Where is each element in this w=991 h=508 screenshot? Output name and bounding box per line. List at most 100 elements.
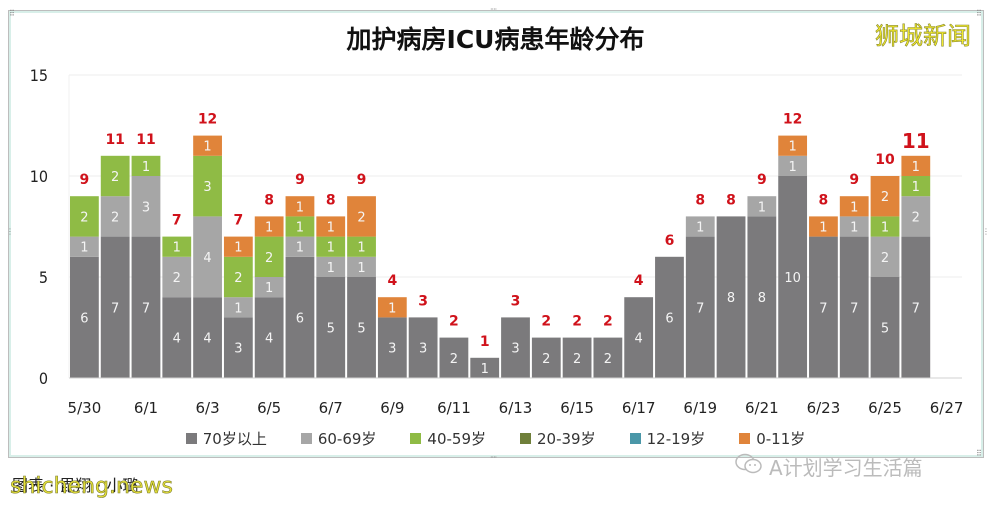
segment-value-label: 7 — [111, 301, 119, 316]
bar-segment — [193, 297, 222, 378]
segment-value-label: 7 — [850, 301, 858, 316]
total-value-label: 8 — [326, 192, 336, 208]
bar-segment — [223, 297, 253, 318]
bar-segment — [716, 216, 746, 378]
legend-label: 0-11岁 — [756, 430, 806, 448]
total-value-label: 8 — [726, 192, 736, 208]
segment-value-label: 1 — [357, 241, 365, 256]
total-value-label: 9 — [80, 172, 90, 188]
wechat-account-name: A计划学习生活篇 — [769, 456, 923, 480]
resize-handle-left[interactable]: ⋮ — [6, 227, 14, 236]
resize-handle-top[interactable]: ···· — [490, 5, 497, 14]
segment-value-label: 1 — [234, 241, 242, 256]
resize-handle-bottom[interactable]: ···· — [490, 453, 497, 462]
total-value-label: 7 — [172, 213, 182, 229]
chart-credit: 图表 · 毘翔 · 小璐 — [12, 476, 139, 495]
bar-segment — [100, 236, 130, 378]
x-tick-label: 6/19 — [683, 399, 717, 417]
segment-value-label: 1 — [819, 221, 827, 236]
bar-segment — [100, 155, 130, 197]
segment-value-label: 3 — [388, 342, 396, 357]
bar-segment — [254, 236, 284, 277]
segment-value-label: 7 — [819, 301, 827, 316]
bar-segment — [193, 216, 222, 298]
legend-item: 40-59岁 — [410, 428, 486, 449]
wechat-attribution: A计划学习生活篇 — [735, 452, 923, 481]
total-value-label: 12 — [783, 112, 802, 128]
bar-segment — [870, 216, 900, 237]
resize-handle-right[interactable]: ⋮ — [982, 227, 990, 236]
bar-segment — [377, 317, 407, 378]
segment-value-label: 1 — [388, 301, 396, 316]
segment-value-label: 1 — [357, 261, 365, 276]
legend-swatch — [520, 433, 532, 444]
bar-segment — [162, 256, 192, 298]
bar-segment — [347, 196, 376, 237]
site-watermark: shicheng.news — [10, 474, 174, 500]
bar-segment — [655, 256, 684, 378]
segment-value-label: 5 — [881, 322, 889, 337]
segment-value-label: 1 — [788, 160, 796, 175]
bar-segment — [162, 236, 192, 257]
segment-value-label: 1 — [296, 241, 304, 256]
bar-segment — [809, 236, 838, 378]
segment-value-label: 1 — [696, 221, 704, 236]
segment-value-label: 1 — [234, 301, 242, 316]
segment-value-label: 2 — [111, 210, 119, 225]
bar-segment — [747, 216, 777, 378]
segment-value-label: 1 — [850, 221, 858, 236]
bar-segment — [901, 196, 931, 237]
bar-segment — [223, 236, 253, 257]
legend-label: 40-59岁 — [427, 430, 487, 448]
bar-segment — [285, 256, 315, 378]
bar-segment — [470, 357, 500, 378]
segment-value-label: 10 — [784, 271, 801, 286]
segment-value-label: 4 — [173, 332, 181, 347]
segment-value-label: 2 — [265, 251, 273, 266]
segment-value-label: 2 — [80, 210, 88, 225]
segment-value-label: 4 — [203, 332, 211, 347]
y-tick-label: 5 — [39, 268, 48, 287]
bar-segment — [747, 196, 777, 217]
segment-value-label: 8 — [758, 291, 766, 306]
resize-handle-top-left[interactable]: ⠿ — [9, 9, 15, 18]
segment-value-label: 1 — [327, 241, 335, 256]
segment-value-label: 3 — [419, 342, 427, 357]
x-tick-label: 6/27 — [930, 399, 964, 417]
brand-logo: 狮城新闻 — [875, 22, 972, 51]
bar-segment — [870, 236, 900, 277]
total-value-label: 1 — [480, 334, 490, 350]
total-value-label: 9 — [757, 172, 767, 188]
segment-value-label: 6 — [80, 311, 88, 326]
segment-value-label: 3 — [203, 180, 211, 195]
bar-segment — [254, 216, 284, 237]
bar-segment — [593, 337, 623, 378]
bar-segment — [223, 317, 253, 378]
bar-segment — [162, 297, 192, 378]
segment-value-label: 3 — [511, 342, 519, 357]
x-tick-label: 5/30 — [68, 399, 102, 417]
total-value-label: 4 — [387, 273, 397, 289]
bar-segment — [193, 135, 222, 156]
x-tick-label: 6/3 — [195, 399, 219, 417]
bar-segment — [839, 236, 869, 378]
segment-value-label: 2 — [357, 210, 365, 225]
legend-item: 0-11岁 — [739, 428, 805, 449]
bar-segment — [901, 155, 931, 176]
bar-segment — [223, 256, 253, 298]
total-value-label: 2 — [572, 314, 582, 330]
resize-handle-top-right[interactable]: ⠿ — [976, 9, 982, 18]
segment-value-label: 2 — [881, 251, 889, 266]
bar-segment — [377, 297, 407, 318]
bar-segment — [131, 176, 161, 237]
total-value-label: 4 — [634, 273, 644, 289]
y-tick-label: 10 — [30, 167, 48, 186]
bar-segment — [285, 216, 315, 237]
segment-value-label: 2 — [542, 352, 550, 367]
bar-segment — [131, 155, 161, 176]
x-tick-label: 6/1 — [134, 399, 158, 417]
bar-segment — [531, 337, 561, 378]
bar-segment — [839, 216, 869, 237]
resize-handle-bottom-right[interactable]: ⠿ — [976, 449, 982, 458]
y-tick-label: 0 — [39, 369, 48, 388]
